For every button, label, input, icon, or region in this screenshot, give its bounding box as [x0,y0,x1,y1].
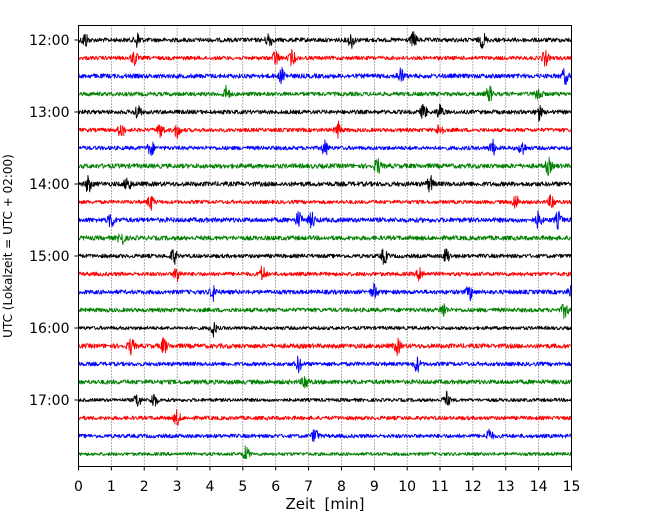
y-axis-label: UTC (Lokalzeit = UTC + 02:00) [1,154,15,338]
trace-line [78,48,572,67]
x-axis-label: Zeit [min] [285,495,364,513]
x-tick-label: 14 [530,479,548,495]
trace-line [78,445,572,460]
x-tick-label: 0 [74,479,83,495]
trace-line [78,303,572,319]
trace-line [78,156,572,177]
x-tick-label: 7 [304,479,313,495]
x-tick-label: 1 [107,479,116,495]
trace-line [78,375,572,389]
trace-line [78,428,572,443]
traces [78,31,572,460]
x-tick-label: 12 [464,479,482,495]
trace-line [78,175,572,193]
trace-line [78,248,572,265]
y-tick-label: 14:00 [29,177,69,193]
x-tick-label: 4 [206,479,215,495]
trace-line [78,321,572,338]
trace-line [78,233,572,246]
trace-line [78,409,572,426]
trace-line [78,337,572,357]
trace-line [78,282,572,302]
x-tick-label: 9 [370,479,379,495]
y-tick-label: 15:00 [29,249,69,265]
trace-line [78,194,572,211]
trace-line [78,31,572,49]
x-tick-label: 6 [271,479,280,495]
x-tick-label: 11 [431,479,449,495]
trace-line [78,120,572,139]
x-tick-label: 5 [238,479,247,495]
x-tick-label: 13 [497,479,515,495]
trace-line [78,84,572,102]
x-tick-label: 8 [337,479,346,495]
trace-line [78,103,572,122]
trace-line [78,390,572,407]
y-tick-label: 17:00 [29,393,69,409]
x-tick-label: 15 [563,479,581,495]
trace-line [78,138,572,157]
y-tick-label: 12:00 [29,33,69,49]
trace-line [78,265,572,283]
x-tick-label: 2 [140,479,149,495]
x-tick-label: 10 [398,479,416,495]
y-tick-label: 13:00 [29,105,69,121]
trace-line [78,355,572,374]
trace-line [78,66,572,85]
trace-line [78,210,572,230]
y-tick-label: 16:00 [29,321,69,337]
y-axis: 12:00 13:00 14:00 15:00 16:00 17:00 [29,33,79,409]
plot-frame [78,25,572,467]
x-tick-label: 3 [173,479,182,495]
x-axis: 0 1 2 3 4 5 6 7 8 9 10 11 12 13 14 15 [74,466,581,495]
